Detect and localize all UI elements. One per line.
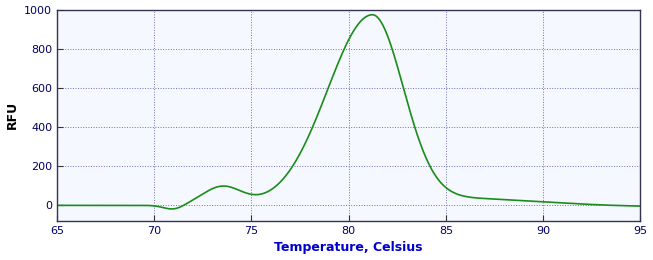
X-axis label: Temperature, Celsius: Temperature, Celsius [274,242,423,255]
Y-axis label: RFU: RFU [6,101,18,129]
